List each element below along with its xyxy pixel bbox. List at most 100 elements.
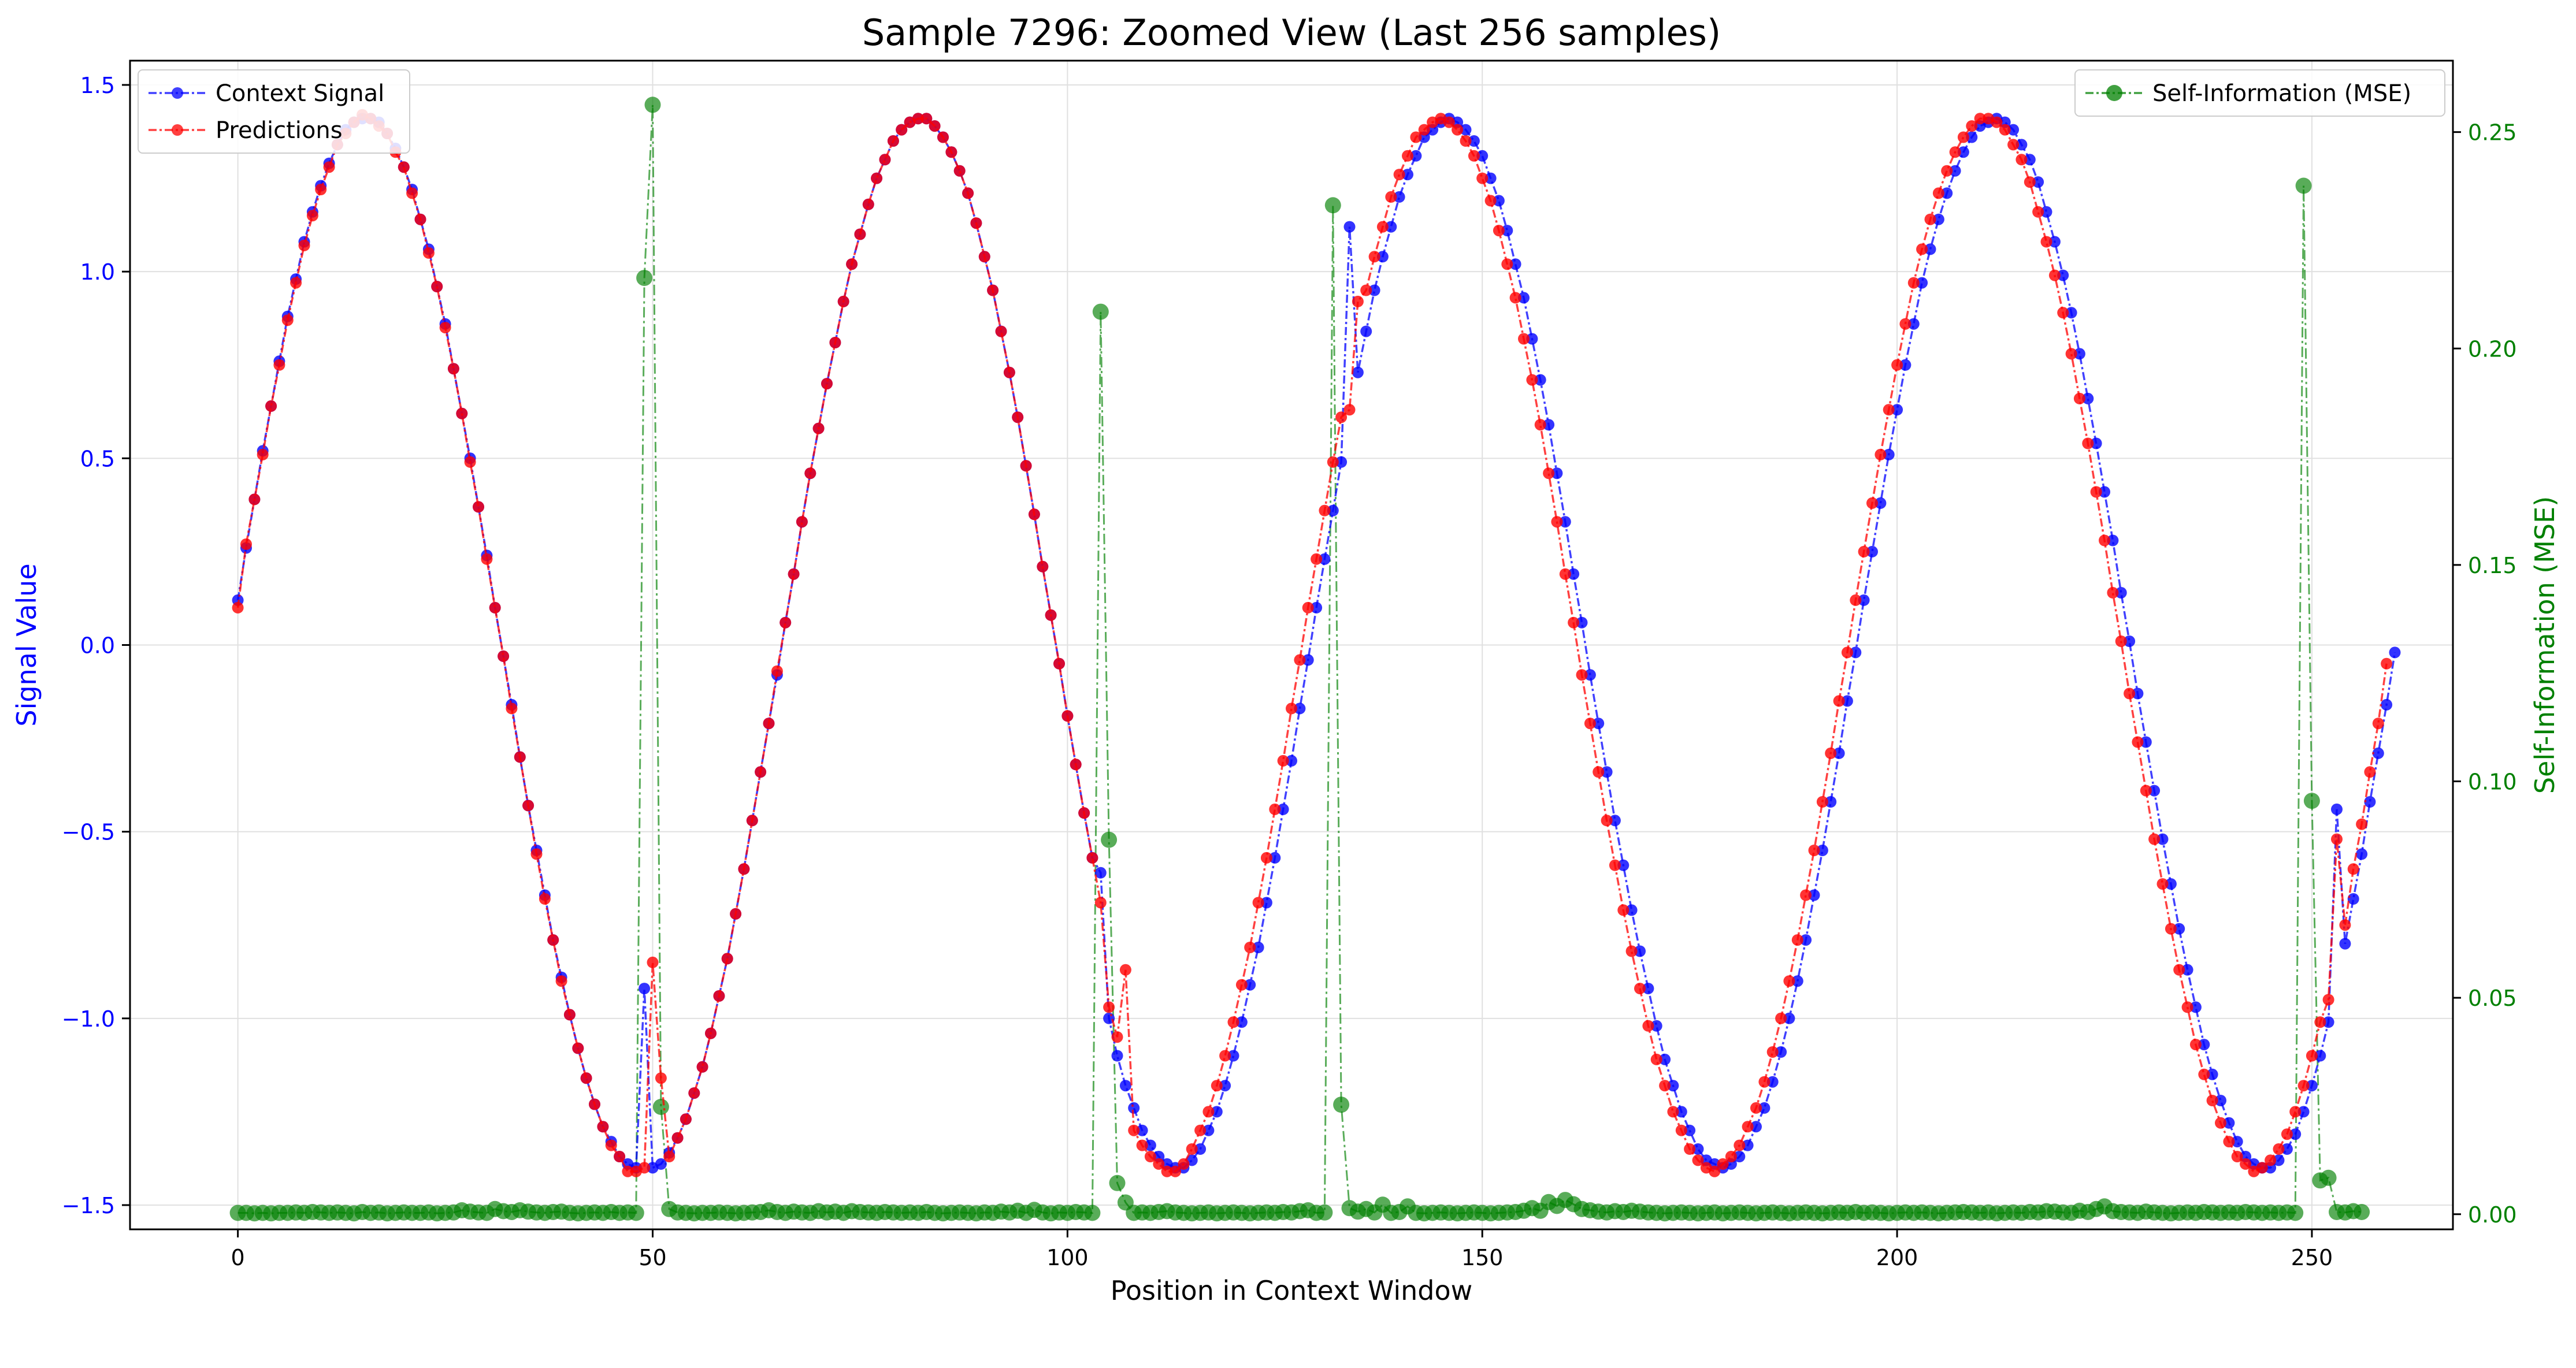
data-point [1518,333,1530,345]
data-point [1750,1121,1762,1133]
data-point [2156,833,2169,845]
data-point [1941,165,1953,177]
data-point [2289,1106,2302,1118]
data-point [2265,1154,2277,1166]
data-point [1841,695,1853,707]
data-point [1393,169,1405,181]
data-point [2090,437,2102,449]
data-point [1551,516,1563,528]
data-point [1650,1020,1662,1032]
data-point [1211,1080,1223,1092]
data-point [1319,504,1331,516]
data-point [1109,1174,1126,1191]
x-tick-label: 200 [1876,1245,1918,1270]
data-point [1335,456,1348,468]
data-point [1684,1143,1696,1155]
data-point [1136,1124,1148,1136]
data-point [2048,236,2061,248]
data-point [473,501,484,513]
data-point [1526,374,1538,386]
data-point [655,1158,667,1170]
data-point [2189,1039,2202,1051]
data-point [1584,669,1596,681]
data-point [1493,195,1505,207]
data-point [2032,176,2044,188]
data-point [1924,243,1936,255]
data-point [1584,718,1596,730]
data-point [1086,852,1098,864]
y-tick-label-left: 1.0 [80,259,115,285]
data-point [1659,1053,1671,1065]
y-tick-label-right: 0.10 [2468,770,2517,795]
data-point [2347,893,2359,905]
data-point [1750,1102,1762,1114]
data-point [1534,374,1546,386]
data-point [1452,124,1464,136]
data-point [2165,878,2177,890]
data-point [1559,568,1571,580]
data-point [1974,113,1986,125]
data-point [2007,124,2020,136]
data-point [2206,1068,2218,1080]
data-point [290,277,302,289]
data-point [2306,1050,2318,1062]
legend-right: Self-Information (MSE) [2074,69,2445,117]
data-point [2115,635,2127,647]
data-point [1501,225,1513,237]
data-point [1360,284,1372,296]
legend-entry-label: Context Signal [216,80,384,107]
data-point [2015,139,2028,151]
data-point [862,198,874,210]
data-point [804,467,816,479]
data-point [1833,695,1845,707]
data-point [1460,135,1472,147]
data-point [489,601,501,614]
data-point [1916,243,1928,255]
data-point [978,251,990,263]
data-point [1476,172,1489,184]
data-point [1053,657,1065,670]
data-point [414,213,426,225]
data-point [688,1087,700,1099]
data-point [1376,221,1389,233]
data-point [995,325,1007,337]
data-point [796,516,808,528]
data-point [1775,1046,1787,1058]
data-point [1368,284,1380,296]
data-point [1568,568,1580,580]
data-point [498,650,510,662]
data-point [2148,833,2161,845]
data-point [2215,1117,2226,1129]
y-tick-label-right: 0.00 [2468,1202,2517,1228]
data-point [2040,206,2052,218]
data-point [1758,1102,1770,1114]
data-point [663,1151,675,1162]
data-point [1866,545,1878,557]
data-point [1327,504,1339,516]
data-point [1202,1106,1215,1118]
data-point [1260,897,1272,909]
data-point [2181,1001,2193,1013]
data-point [1070,759,1082,771]
data-point [1808,845,1820,856]
series-self-information [229,96,2370,1222]
data-point [1460,124,1472,136]
data-point [2148,785,2161,797]
data-point [2381,698,2393,711]
data-point [398,161,410,173]
data-point [771,665,783,677]
y-tick-label-left: −1.5 [62,1193,115,1218]
data-point [1186,1143,1198,1155]
data-point [1883,404,1895,416]
data-point [265,400,277,412]
data-point [671,1132,684,1144]
data-point [2040,236,2052,248]
data-point [912,113,924,125]
data-point [1675,1124,1687,1136]
data-point [780,616,792,629]
data-point [812,422,825,434]
data-point [2073,392,2085,404]
data-point [647,956,659,968]
chart-title: Sample 7296: Zoomed View (Last 256 sampl… [862,12,1721,54]
data-point [1343,404,1356,416]
